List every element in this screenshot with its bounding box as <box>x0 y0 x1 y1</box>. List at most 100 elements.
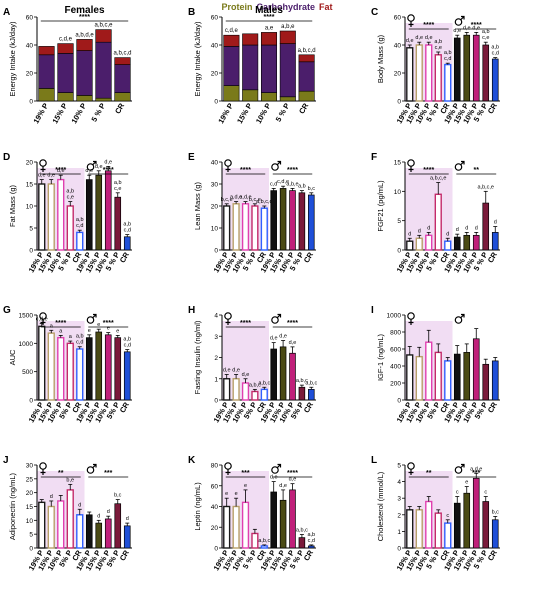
bar-annotation: d,e <box>406 38 414 44</box>
bar <box>279 499 287 549</box>
y-axis-label: Energy Intake (kJ/day) <box>8 21 17 97</box>
significance-stars-female: **** <box>55 320 66 327</box>
y-tick-label: 20 <box>394 71 402 78</box>
bar-annotation: d <box>494 220 497 226</box>
bar-segment-protein <box>242 89 259 102</box>
bar-annotation: c,d <box>308 538 315 544</box>
x-tick-label: 5 % P <box>274 102 292 124</box>
bar <box>453 353 461 401</box>
bar-annotation: d,e <box>95 164 103 170</box>
panel-title: Males <box>255 5 283 16</box>
y-tick-label: 200 <box>390 381 401 388</box>
bar <box>425 44 433 102</box>
y-tick-label: 20 <box>26 160 34 167</box>
bar <box>406 354 414 401</box>
bar <box>241 382 250 401</box>
bar <box>241 501 250 549</box>
bar <box>104 334 112 401</box>
bar <box>491 360 499 401</box>
male-symbol <box>454 316 463 324</box>
male-symbol <box>454 163 463 171</box>
bar <box>472 338 480 401</box>
y-axis-label: Fat Mass (g) <box>8 184 17 227</box>
panel-A: A Females 0 20 40 60 Energy Intake (kJ/day) 19%… <box>3 5 132 125</box>
bar <box>425 234 433 251</box>
bar <box>298 192 306 251</box>
bar <box>270 348 277 401</box>
bar <box>444 240 452 251</box>
bar <box>434 54 442 102</box>
x-tick-label: CR <box>118 548 132 562</box>
bar <box>66 489 74 549</box>
bar-annotation: c,d <box>270 181 277 187</box>
bar-segment-fat <box>298 54 315 63</box>
bar-annotation: d <box>427 225 430 231</box>
panel-letter: D <box>3 152 10 163</box>
y-tick-label: 1 <box>214 376 218 383</box>
bar <box>85 514 93 549</box>
male-symbol <box>454 466 463 474</box>
bar <box>308 389 315 401</box>
bar-segment-protein <box>298 90 315 102</box>
bar <box>415 44 423 102</box>
bar-annotation: a,d,e <box>470 466 482 472</box>
bar-annotation: d <box>107 509 110 515</box>
bar-annotation: c,d <box>492 51 499 57</box>
bar <box>123 351 131 401</box>
bar <box>270 190 277 251</box>
y-tick-label: 5 <box>29 226 33 233</box>
bar <box>491 519 499 549</box>
y-tick-label: 15 <box>26 504 34 511</box>
bar-annotation: d <box>418 228 421 234</box>
bar-annotation: c <box>446 513 449 519</box>
y-tick-label: 0 <box>397 546 401 553</box>
female-symbol <box>407 159 415 167</box>
male-symbol <box>86 316 95 324</box>
y-tick-label: 0 <box>214 398 218 405</box>
y-tick-label: 2 <box>214 355 218 362</box>
y-axis-label: Lean Mass (g) <box>193 182 202 230</box>
bar <box>444 360 452 401</box>
bar-segment-fat <box>38 46 55 56</box>
bar-annotation: a <box>50 323 54 329</box>
bar-annotation: a <box>69 334 73 340</box>
y-tick-label: 30 <box>211 182 219 189</box>
bar <box>260 388 268 401</box>
y-tick-label: 3 <box>214 334 218 341</box>
bar-segment-carbohydrate <box>38 54 55 89</box>
bar <box>453 236 461 251</box>
bar-annotation: a,b <box>66 189 74 195</box>
y-tick-label: 10 <box>26 518 34 525</box>
bar-segment-carbohydrate <box>242 44 259 91</box>
significance-stars-female: **** <box>55 167 66 174</box>
bar-annotation: c <box>456 490 459 496</box>
bar-annotation: a,b <box>444 50 452 56</box>
panel-letter: J <box>3 455 9 466</box>
y-tick-label: 5 <box>397 218 401 225</box>
bar-annotation: c,d <box>76 340 83 346</box>
male-symbol <box>271 466 279 474</box>
bar-annotation: d,e <box>279 334 287 340</box>
bar <box>482 363 490 401</box>
bar-annotation: e <box>107 326 110 332</box>
y-tick-label: 3 <box>397 496 401 503</box>
bar-annotation: e <box>88 328 91 334</box>
bar-segment-protein <box>76 95 93 102</box>
y-tick-label: 20 <box>26 71 34 78</box>
bar <box>95 174 103 251</box>
bar-annotation: d,e <box>57 168 65 174</box>
bar-annotation: d,e <box>279 483 287 489</box>
y-tick-label: 0 <box>29 398 33 405</box>
bar-annotation: c,e <box>114 186 121 192</box>
bar <box>76 348 84 401</box>
y-tick-label: 4 <box>214 313 218 320</box>
y-tick-label: 500 <box>22 369 33 376</box>
x-tick-label: 10% P <box>69 102 88 126</box>
bar <box>76 231 84 251</box>
y-tick-label: 0 <box>29 248 33 255</box>
bar-annotation: a,b,c <box>258 380 270 386</box>
